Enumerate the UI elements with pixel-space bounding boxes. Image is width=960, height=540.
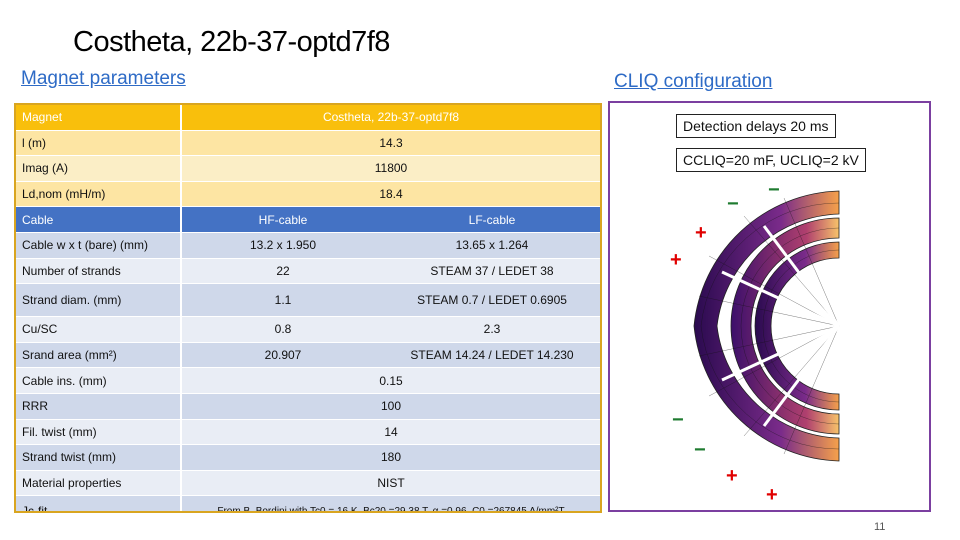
plus-terminal-icon: + (766, 484, 778, 506)
lf-value: STEAM 0.7 / LEDET 0.6905 (384, 283, 600, 318)
lf-value: 13.65 x 1.264 (384, 232, 600, 259)
table-row: RRR 100 (16, 393, 600, 420)
lf-value: 2.3 (384, 316, 600, 343)
row-value: 14 (181, 419, 600, 446)
row-label: Cu/SC (16, 316, 182, 343)
table-row: Cable w x t (bare) (mm) 13.2 x 1.950 13.… (16, 232, 600, 259)
lf-value: STEAM 37 / LEDET 38 (384, 258, 600, 285)
table-row: Srand area (mm²) 20.907 STEAM 14.24 / LE… (16, 342, 600, 369)
row-label: Number of strands (16, 258, 182, 285)
row-value: Costheta, 22b-37-optd7f8 (181, 105, 600, 131)
hf-value: 1.1 (181, 283, 384, 318)
table-row: Cu/SC 0.8 2.3 (16, 316, 600, 343)
table-row: Jc-fit From B. Bordini with Tc0 = 16 K, … (16, 495, 600, 511)
lf-value: STEAM 14.24 / LEDET 14.230 (384, 342, 600, 369)
table-row: Magnet Costheta, 22b-37-optd7f8 (16, 105, 600, 131)
magnet-parameters-table: Magnet Costheta, 22b-37-optd7f8 l (m) 14… (14, 103, 602, 513)
magnet-parameters-heading: Magnet parameters (21, 68, 186, 89)
row-value: 14.3 (181, 130, 600, 157)
magnet-cross-section-diagram (693, 190, 841, 462)
hf-value: 13.2 x 1.950 (181, 232, 384, 259)
row-label: Srand area (mm²) (16, 342, 182, 369)
table-row: Cable ins. (mm) 0.15 (16, 367, 600, 394)
row-label: Magnet (16, 105, 182, 131)
lf-cable-header: LF-cable (384, 206, 600, 233)
cliq-configuration-heading: CLIQ configuration (614, 71, 773, 92)
row-label: Imag (A) (16, 155, 182, 182)
row-value: 11800 (181, 155, 600, 182)
slide-title: Costheta, 22b-37-optd7f8 (73, 26, 390, 58)
table-row: Number of strands 22 STEAM 37 / LEDET 38 (16, 258, 600, 285)
row-value: NIST (181, 470, 600, 497)
row-value: 18.4 (181, 181, 600, 208)
cliq-configuration-panel (608, 101, 931, 512)
row-label: Material properties (16, 470, 182, 497)
table-row: l (m) 14.3 (16, 130, 600, 157)
row-label: Cable w x t (bare) (mm) (16, 232, 182, 259)
row-label: l (m) (16, 130, 182, 157)
detection-delay-box: Detection delays 20 ms (676, 114, 836, 138)
page-number: 11 (874, 521, 886, 533)
plus-terminal-icon: + (695, 222, 707, 244)
table-row: Strand twist (mm) 180 (16, 444, 600, 471)
plus-terminal-icon: + (670, 249, 682, 271)
hf-cable-header: HF-cable (181, 206, 384, 233)
row-label: Strand diam. (mm) (16, 283, 182, 318)
minus-terminal-icon: − (768, 179, 780, 201)
table-row: Strand diam. (mm) 1.1 STEAM 0.7 / LEDET … (16, 283, 600, 318)
row-label: Strand twist (mm) (16, 444, 182, 471)
row-value: From B. Bordini with Tc0 = 16 K, Bc20 =2… (181, 495, 600, 511)
minus-terminal-icon: − (672, 409, 684, 431)
table-row: Imag (A) 11800 (16, 155, 600, 182)
hf-value: 0.8 (181, 316, 384, 343)
row-label: Ld,nom (mH/m) (16, 181, 182, 208)
row-value: 180 (181, 444, 600, 471)
row-label: Cable ins. (mm) (16, 367, 182, 394)
row-value: 100 (181, 393, 600, 420)
row-label: Jc-fit (16, 495, 182, 511)
table-row: Cable HF-cable LF-cable (16, 206, 600, 233)
table-row: Fil. twist (mm) 14 (16, 419, 600, 446)
row-label: Fil. twist (mm) (16, 419, 182, 446)
row-value: 0.15 (181, 367, 600, 394)
plus-terminal-icon: + (726, 465, 738, 487)
table-row: Material properties NIST (16, 470, 600, 497)
cliq-parameters-box: CCLIQ=20 mF, UCLIQ=2 kV (676, 148, 866, 172)
hf-value: 22 (181, 258, 384, 285)
minus-terminal-icon: − (694, 439, 706, 461)
row-label: RRR (16, 393, 182, 420)
table-row: Ld,nom (mH/m) 18.4 (16, 181, 600, 208)
minus-terminal-icon: − (727, 193, 739, 215)
hf-value: 20.907 (181, 342, 384, 369)
row-label: Cable (16, 206, 182, 233)
